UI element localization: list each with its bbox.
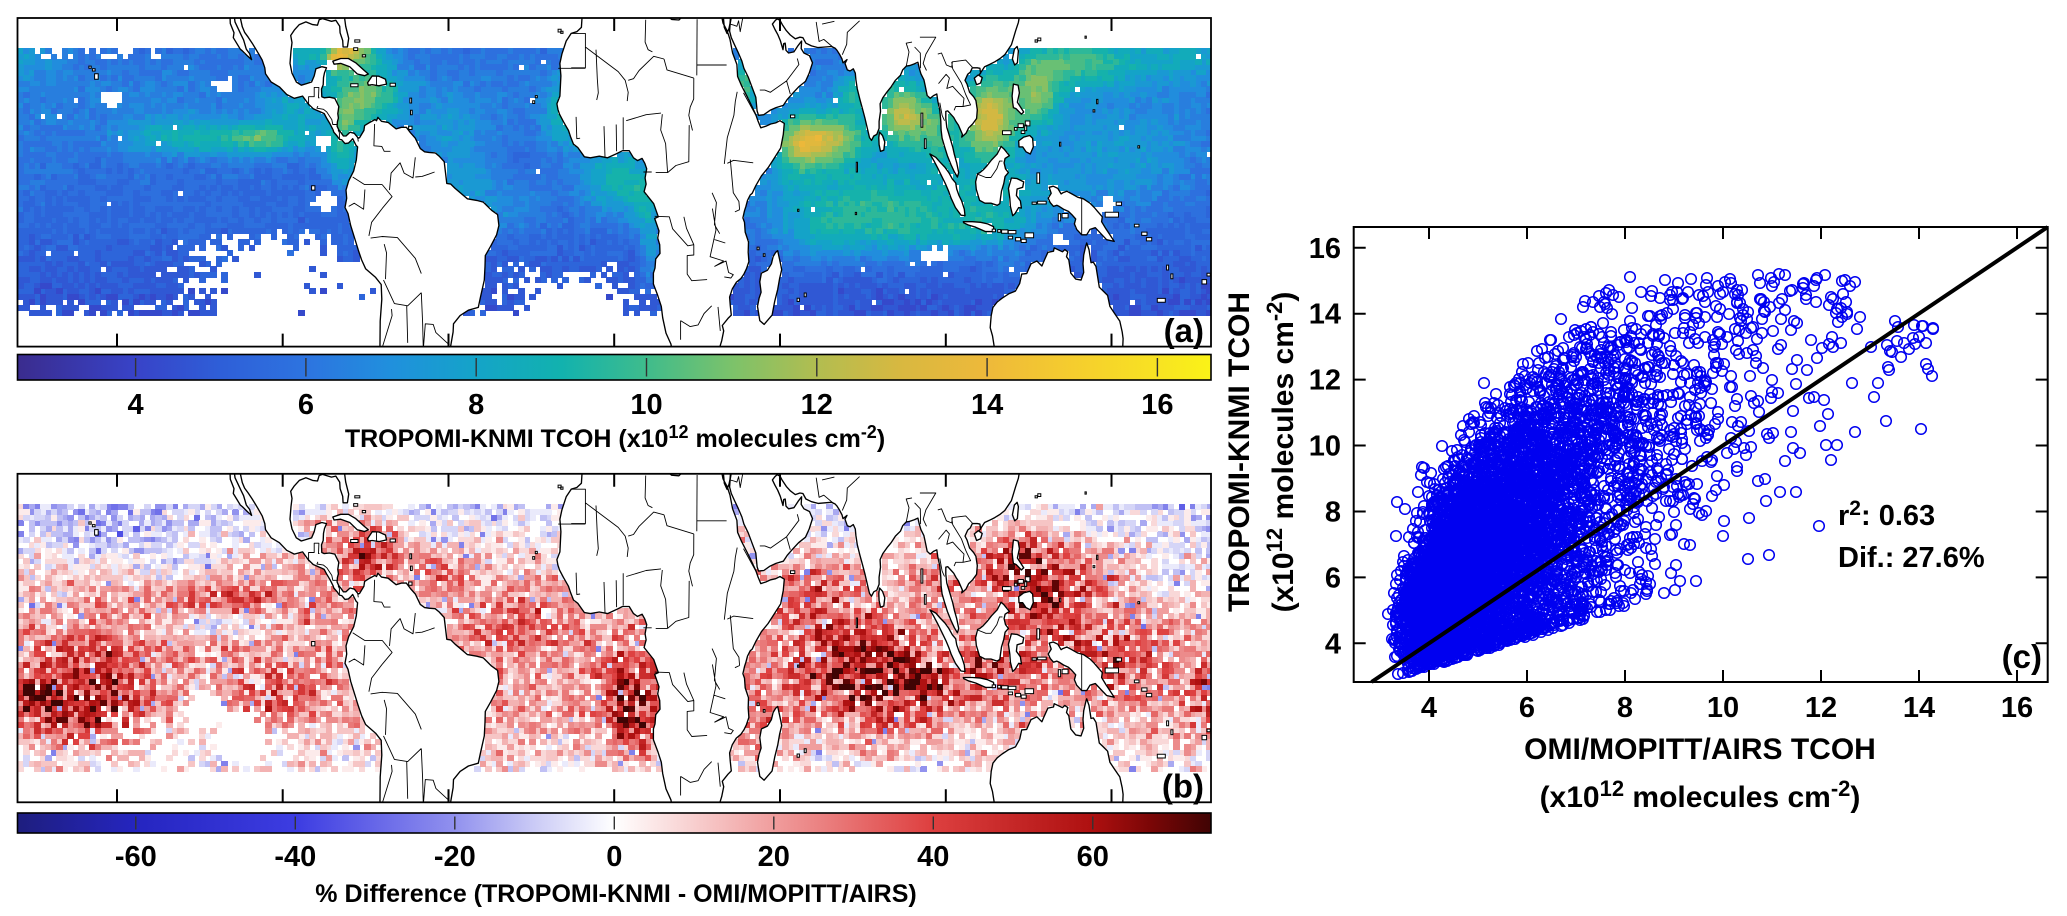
svg-text:16: 16 xyxy=(2001,692,2033,724)
svg-text:10: 10 xyxy=(1309,431,1341,463)
svg-text:% Difference (TROPOMI-KNMI - O: % Difference (TROPOMI-KNMI - OMI/MOPITT/… xyxy=(315,880,916,908)
svg-text:(a): (a) xyxy=(1164,312,1204,349)
svg-text:(c): (c) xyxy=(2002,638,2042,675)
svg-text:12: 12 xyxy=(1805,692,1837,724)
svg-text:OMI/MOPITT/AIRS TCOH: OMI/MOPITT/AIRS TCOH xyxy=(1524,733,1876,766)
svg-text:4: 4 xyxy=(1421,692,1437,724)
svg-text:(x1012 molecules cm-2): (x1012 molecules cm-2) xyxy=(1262,292,1300,613)
svg-text:14: 14 xyxy=(1309,299,1341,331)
svg-text:(b): (b) xyxy=(1162,768,1204,805)
svg-text:14: 14 xyxy=(971,389,1003,421)
svg-text:10: 10 xyxy=(1707,692,1739,724)
svg-text:TROPOMI-KNMI TCOH: TROPOMI-KNMI TCOH xyxy=(1223,292,1256,612)
svg-text:14: 14 xyxy=(1903,692,1935,724)
svg-text:r2: 0.63: r2: 0.63 xyxy=(1838,497,1935,532)
svg-text:Dif.: 27.6%: Dif.: 27.6% xyxy=(1838,542,1985,574)
svg-text:-60: -60 xyxy=(115,841,157,873)
svg-text:8: 8 xyxy=(1325,497,1341,529)
svg-text:6: 6 xyxy=(298,389,314,421)
svg-text:6: 6 xyxy=(1325,562,1341,594)
svg-text:16: 16 xyxy=(1309,233,1341,265)
svg-text:8: 8 xyxy=(1617,692,1633,724)
svg-text:16: 16 xyxy=(1141,389,1173,421)
svg-text:12: 12 xyxy=(1309,365,1341,397)
svg-text:60: 60 xyxy=(1077,841,1109,873)
svg-text:0: 0 xyxy=(606,841,622,873)
svg-text:6: 6 xyxy=(1519,692,1535,724)
svg-text:4: 4 xyxy=(1325,628,1341,660)
svg-text:4: 4 xyxy=(128,389,144,421)
svg-text:(x1012 molecules cm-2): (x1012 molecules cm-2) xyxy=(1540,776,1861,814)
svg-text:-20: -20 xyxy=(434,841,476,873)
svg-text:-40: -40 xyxy=(274,841,316,873)
svg-text:40: 40 xyxy=(917,841,949,873)
svg-text:TROPOMI-KNMI TCOH (x1012 molec: TROPOMI-KNMI TCOH (x1012 molecules cm-2) xyxy=(345,422,885,453)
svg-text:10: 10 xyxy=(630,389,662,421)
svg-text:8: 8 xyxy=(468,389,484,421)
svg-text:20: 20 xyxy=(758,841,790,873)
svg-text:12: 12 xyxy=(801,389,833,421)
